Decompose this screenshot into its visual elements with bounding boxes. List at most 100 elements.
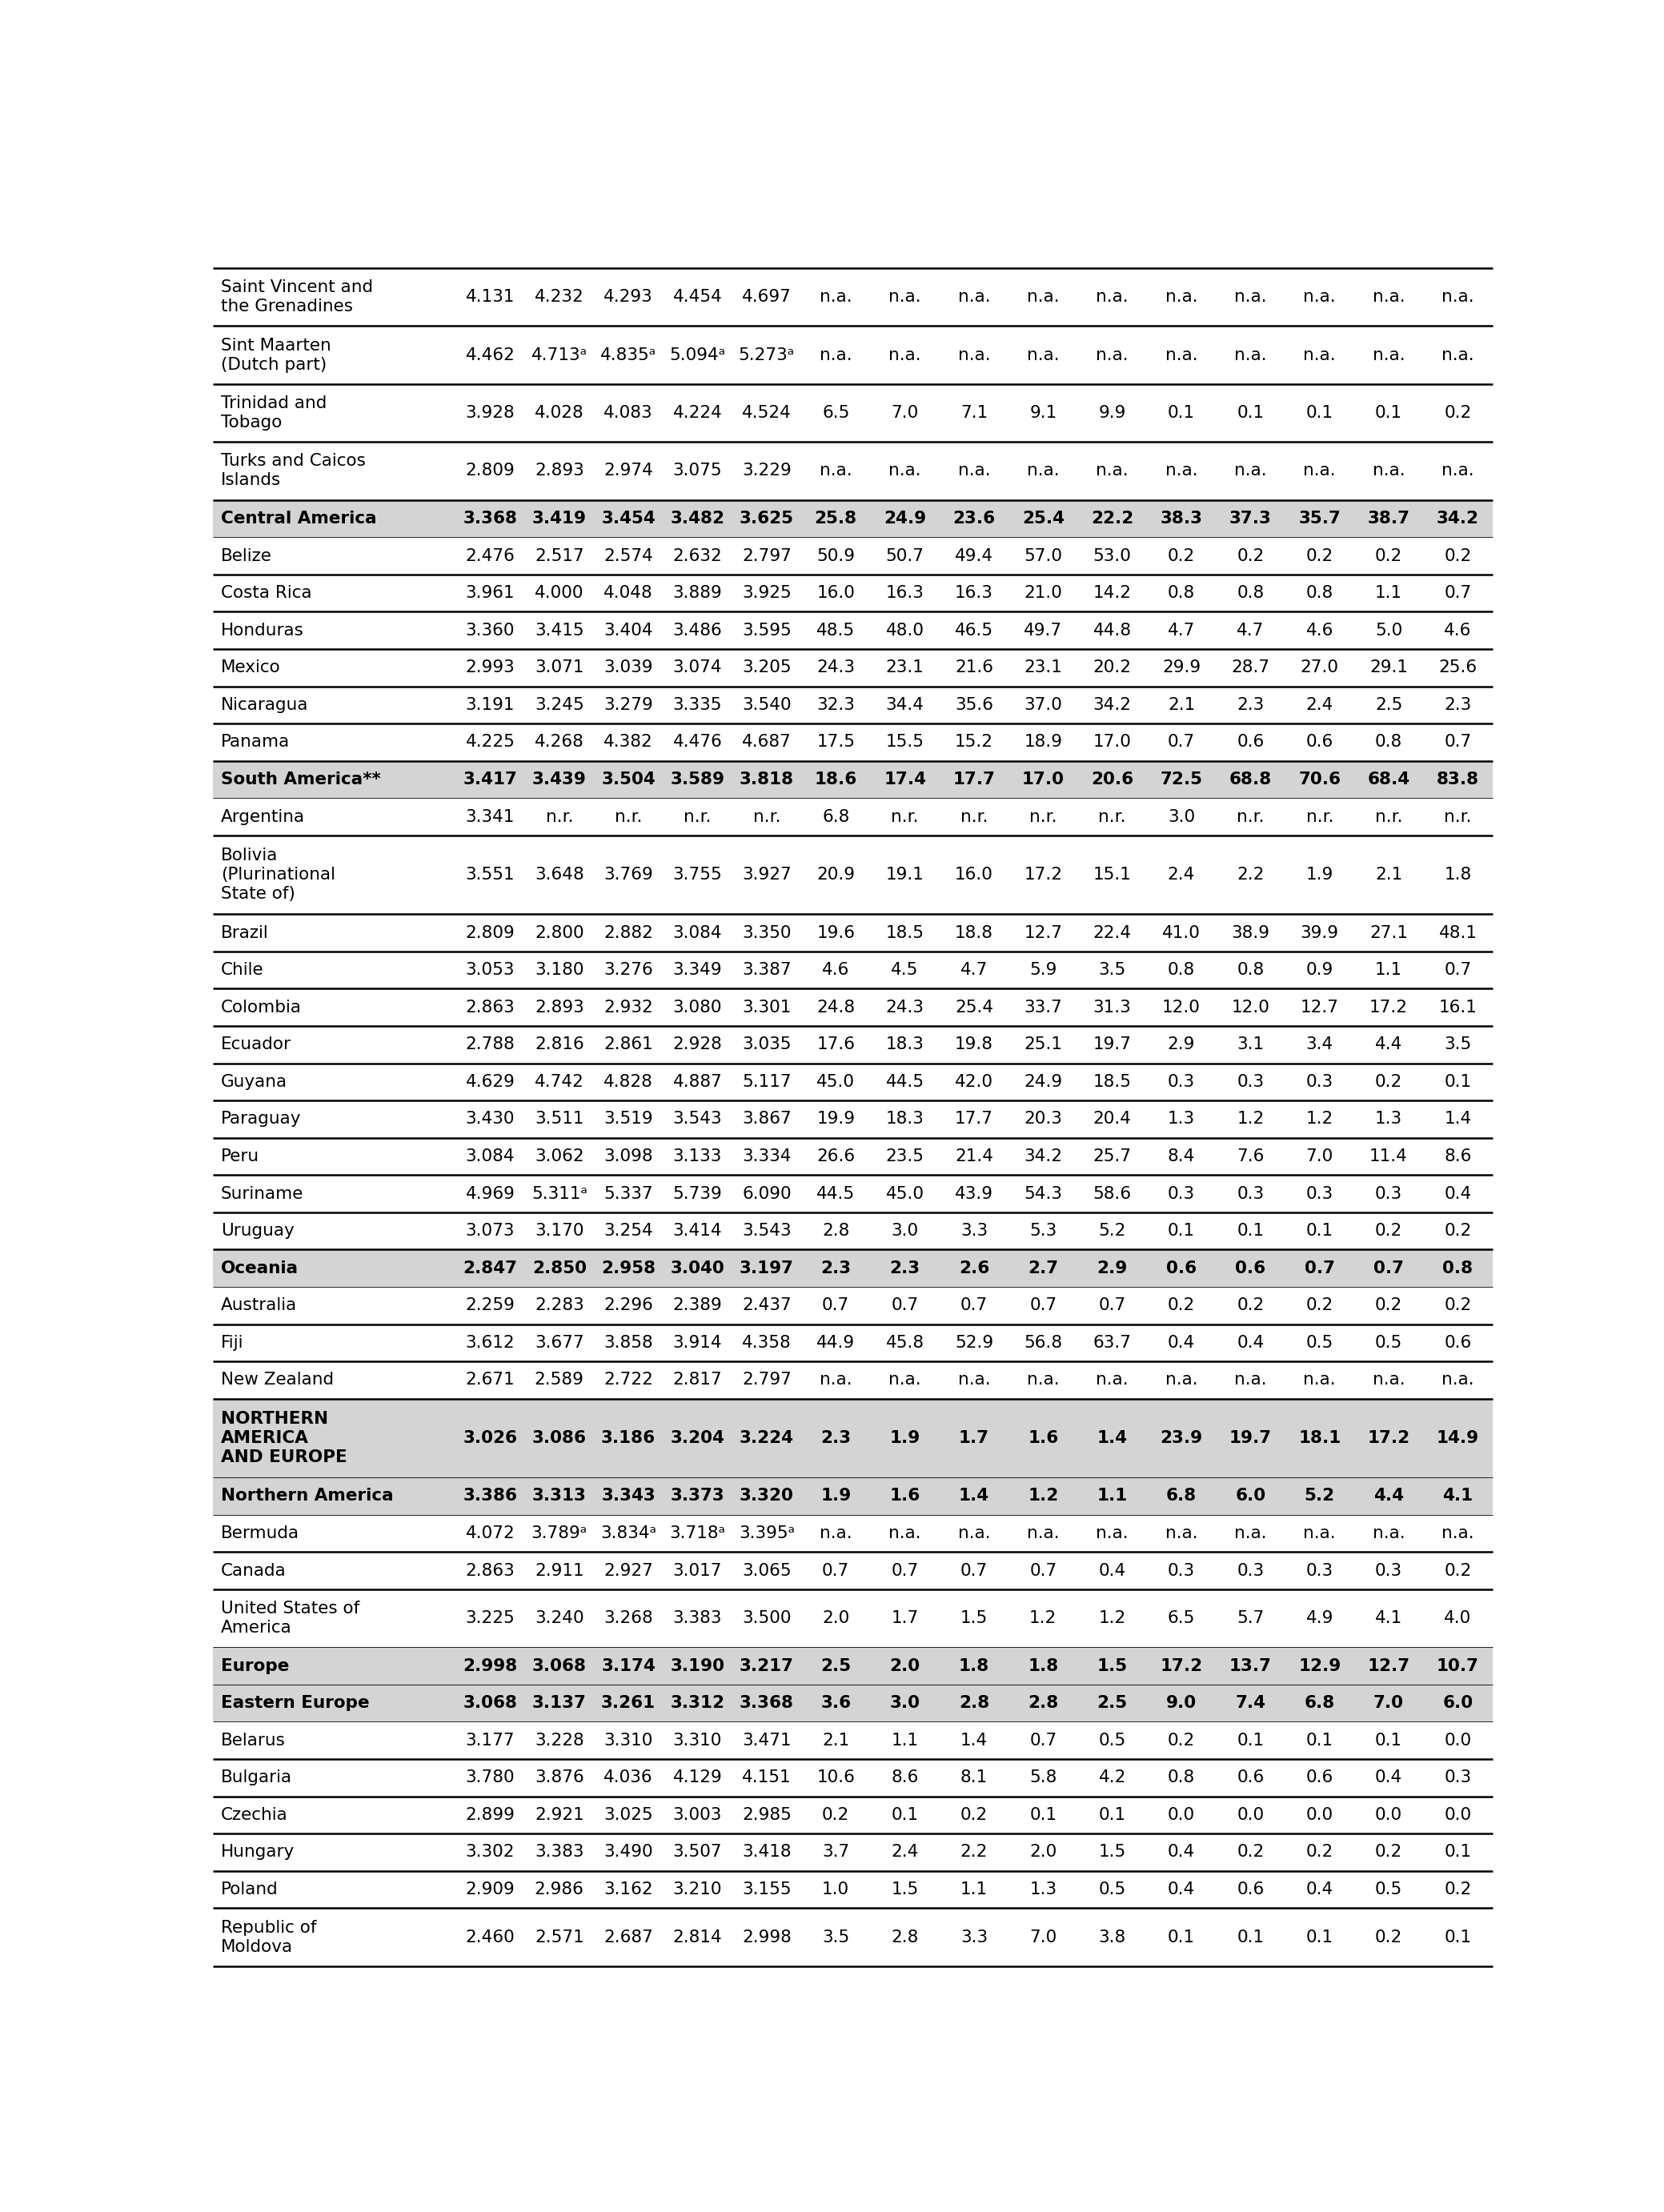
- Text: 0.4: 0.4: [1236, 1334, 1265, 1352]
- Text: 3.098: 3.098: [604, 1148, 652, 1164]
- Text: 20.9: 20.9: [817, 867, 855, 883]
- Text: 1.6: 1.6: [1028, 1429, 1058, 1447]
- Text: n.a.: n.a.: [819, 1371, 852, 1389]
- Text: 2.460: 2.460: [466, 1929, 514, 1944]
- Text: 0.6: 0.6: [1236, 1882, 1265, 1898]
- Text: 0.7: 0.7: [1305, 1261, 1335, 1276]
- Text: 2.861: 2.861: [604, 1037, 654, 1053]
- Text: 3.080: 3.080: [672, 1000, 722, 1015]
- Text: n.a.: n.a.: [1373, 462, 1404, 480]
- Text: 0.9: 0.9: [1306, 962, 1333, 978]
- Text: 0.1: 0.1: [1168, 405, 1195, 420]
- Text: 48.0: 48.0: [885, 622, 924, 639]
- Text: 3.417: 3.417: [463, 772, 518, 787]
- Text: 44.9: 44.9: [817, 1334, 855, 1352]
- Text: 0.2: 0.2: [1374, 1845, 1403, 1860]
- Text: 3.0: 3.0: [892, 1223, 919, 1239]
- Text: 0.6: 0.6: [1444, 1334, 1471, 1352]
- Text: 19.7: 19.7: [1093, 1037, 1132, 1053]
- Text: 4.1: 4.1: [1443, 1489, 1473, 1504]
- Bar: [213, 1026, 1493, 1064]
- Text: 2.389: 2.389: [672, 1298, 722, 1314]
- Text: 4.828: 4.828: [604, 1073, 654, 1091]
- Text: n.a.: n.a.: [1441, 290, 1474, 305]
- Text: 3.279: 3.279: [604, 697, 654, 712]
- Bar: [213, 1102, 1493, 1137]
- Text: 35.6: 35.6: [955, 697, 993, 712]
- Text: 3.026: 3.026: [463, 1429, 518, 1447]
- Text: n.a.: n.a.: [889, 1371, 922, 1389]
- Text: 17.2: 17.2: [1368, 1429, 1409, 1447]
- Text: 0.7: 0.7: [1030, 1562, 1057, 1579]
- Text: 1.4: 1.4: [1097, 1429, 1128, 1447]
- Text: 3.074: 3.074: [672, 659, 722, 675]
- Text: 2.5: 2.5: [1097, 1694, 1128, 1712]
- Text: 0.7: 0.7: [822, 1562, 850, 1579]
- Text: 3.507: 3.507: [672, 1845, 722, 1860]
- Text: 6.8: 6.8: [1166, 1489, 1196, 1504]
- Text: 0.8: 0.8: [1168, 1770, 1195, 1785]
- Text: 23.1: 23.1: [885, 659, 924, 675]
- Text: 0.2: 0.2: [1374, 549, 1403, 564]
- Text: 14.2: 14.2: [1093, 586, 1132, 602]
- Text: 0.7: 0.7: [822, 1298, 850, 1314]
- Text: 72.5: 72.5: [1160, 772, 1203, 787]
- Text: n.a.: n.a.: [1027, 347, 1060, 363]
- Text: 2.3: 2.3: [820, 1429, 850, 1447]
- Text: 3.395ᵃ: 3.395ᵃ: [739, 1526, 795, 1542]
- Text: 5.2: 5.2: [1098, 1223, 1127, 1239]
- Text: 6.8: 6.8: [822, 810, 850, 825]
- Text: 32.3: 32.3: [817, 697, 855, 712]
- Text: 1.4: 1.4: [960, 1732, 988, 1747]
- Text: 18.5: 18.5: [885, 925, 924, 940]
- Text: 20.6: 20.6: [1092, 772, 1133, 787]
- Text: Hungary: Hungary: [221, 1845, 295, 1860]
- Text: 31.3: 31.3: [1093, 1000, 1132, 1015]
- Text: 45.8: 45.8: [885, 1334, 924, 1352]
- Text: 3.003: 3.003: [672, 1807, 722, 1823]
- Text: 17.0: 17.0: [1022, 772, 1065, 787]
- Text: 3.8: 3.8: [1098, 1929, 1127, 1944]
- Text: 1.5: 1.5: [1098, 1845, 1127, 1860]
- Text: 2.817: 2.817: [672, 1371, 722, 1389]
- Text: 3.0: 3.0: [1168, 810, 1195, 825]
- Text: 3.320: 3.320: [739, 1489, 794, 1504]
- Text: 4.2: 4.2: [1098, 1770, 1127, 1785]
- Text: 3.404: 3.404: [604, 622, 652, 639]
- Text: 2.437: 2.437: [742, 1298, 792, 1314]
- Text: 29.9: 29.9: [1161, 659, 1201, 675]
- Text: n.a.: n.a.: [1027, 1526, 1060, 1542]
- Text: 46.5: 46.5: [955, 622, 993, 639]
- Text: 2.998: 2.998: [742, 1929, 792, 1944]
- Text: 18.6: 18.6: [814, 772, 857, 787]
- Bar: [213, 1137, 1493, 1175]
- Text: n.a.: n.a.: [1235, 347, 1266, 363]
- Text: n.r.: n.r.: [1444, 810, 1471, 825]
- Text: 3.204: 3.204: [671, 1429, 726, 1447]
- Text: 0.7: 0.7: [1098, 1298, 1127, 1314]
- Text: 3.543: 3.543: [742, 1223, 792, 1239]
- Text: 25.7: 25.7: [1093, 1148, 1132, 1164]
- Text: 12.0: 12.0: [1161, 1000, 1200, 1015]
- Text: 16.0: 16.0: [817, 586, 855, 602]
- Text: 3.834ᵃ: 3.834ᵃ: [601, 1526, 656, 1542]
- Text: 17.5: 17.5: [817, 734, 855, 750]
- Text: 19.8: 19.8: [955, 1037, 993, 1053]
- Text: 56.8: 56.8: [1023, 1334, 1062, 1352]
- Text: 1.9: 1.9: [820, 1489, 850, 1504]
- Text: 35.7: 35.7: [1298, 511, 1341, 526]
- Text: 0.8: 0.8: [1306, 586, 1333, 602]
- Text: 0.4: 0.4: [1168, 1882, 1195, 1898]
- Text: 3.360: 3.360: [466, 622, 514, 639]
- Text: 1.3: 1.3: [1168, 1110, 1195, 1128]
- Text: 3.386: 3.386: [463, 1489, 518, 1504]
- Text: 1.3: 1.3: [1374, 1110, 1403, 1128]
- Text: 25.1: 25.1: [1023, 1037, 1062, 1053]
- Text: 1.4: 1.4: [1444, 1110, 1471, 1128]
- Text: 3.312: 3.312: [671, 1694, 726, 1712]
- Text: 16.1: 16.1: [1439, 1000, 1478, 1015]
- Text: Bulgaria: Bulgaria: [221, 1770, 293, 1785]
- Text: n.a.: n.a.: [819, 290, 852, 305]
- Text: 3.313: 3.313: [532, 1489, 586, 1504]
- Text: 3.430: 3.430: [466, 1110, 514, 1128]
